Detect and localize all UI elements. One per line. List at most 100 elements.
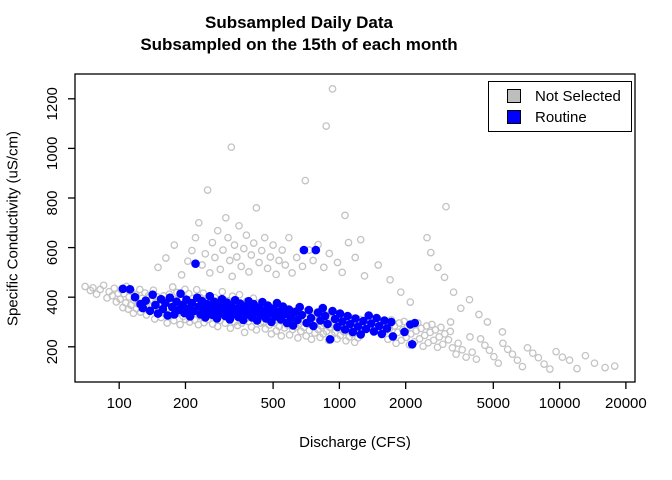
scatter-point [498,328,507,336]
axis-ticks-layer: 100 200 500 1000 2000 5000 10000 20000 200 400 600… [44,87,647,412]
scatter-point [350,338,359,347]
scatter-point [361,324,371,334]
scatter-point [163,319,171,327]
axis-tick-label: 1000 [44,137,61,170]
scatter-point [468,348,477,357]
axis-tick-label: 200 [173,395,198,412]
scatter-point [135,285,144,294]
axis-tick-label: 10000 [539,395,581,412]
scatter-point [338,268,347,277]
scatter-point [367,319,376,328]
series-routine [118,245,420,349]
scatter-point [281,261,290,269]
scatter-point [335,309,345,318]
scatter-point [297,310,307,320]
scatter-point [458,345,467,354]
scatter-point [415,335,424,343]
scatter-point [235,290,244,299]
scatter-point [226,324,235,333]
scatter-point [429,336,438,345]
scatter-point [444,335,453,344]
scatter-point [199,289,208,298]
scatter-point [191,259,200,269]
scatter-point [285,331,294,339]
scatter-point [318,303,328,313]
scatter-point [490,352,498,361]
scatter-point [540,360,548,368]
scatter-point [356,330,366,339]
scatter-point [141,296,150,306]
scatter-point [356,235,365,244]
scatter-point [245,268,253,276]
scatter-point [301,176,310,185]
scatter-point [299,245,309,255]
scatter-point [309,321,318,331]
axis-tick-label: 400 [44,290,61,315]
scatter-point [364,311,374,320]
scatter-point [328,85,337,93]
scatter-point [252,326,261,334]
scatter-point [494,359,503,368]
axis-tick-label: 5000 [477,395,510,412]
scatter-point [242,231,251,240]
scatter-point [213,322,222,331]
scatter-point [422,322,431,330]
scatter-point [257,246,266,255]
scatter-point [345,319,355,329]
scatter-point [240,328,249,337]
scatter-point [176,320,184,329]
scatter-point [216,265,225,274]
scatter-point [218,287,227,296]
scatter-point [442,202,450,211]
scatter-point [183,257,192,266]
scatter-point [485,346,494,355]
scatter-point [360,272,369,280]
plot-border-box [74,73,636,383]
scatter-point [99,281,108,290]
scatter-point [130,292,140,302]
scatter-point [154,263,162,272]
scatter-point [386,275,394,284]
scatter-point [235,221,243,230]
scatter-point [81,282,89,291]
scatter-point [456,304,465,313]
legend-box: Not Selected Routine [488,81,632,132]
scatter-point [232,253,241,261]
axis-tick-label: 100 [107,395,132,412]
scatter-point [452,350,460,359]
scatter-point [228,272,237,281]
scatter-point [387,317,396,327]
scatter-point [309,256,317,265]
scatter-point [528,349,537,358]
scatter-point [465,295,474,304]
scatter-point [344,238,353,247]
scatter-point [437,323,445,332]
scatter-point [165,293,175,303]
scatter-point [476,335,485,343]
scatter-point [351,314,360,323]
scatter-point [205,269,214,277]
scatter-point [499,339,507,348]
scatter-point [428,320,436,329]
scatter-point [125,285,135,294]
scatter-point [513,356,522,365]
scatter-point [552,347,560,356]
scatter-point [219,246,227,254]
scatter-point [338,317,347,326]
legend-item-routine: Routine [507,108,631,126]
scatter-point [306,313,316,323]
scatter-point [330,314,340,324]
scatter-point [410,318,420,328]
scatter-point [187,298,197,308]
scatter-point [194,218,203,227]
scatter-point [426,248,435,257]
scatter-point [162,254,170,262]
axis-tick-label: 500 [261,395,286,412]
scatter-point [110,284,119,293]
scatter-point [227,143,236,152]
scatter-point [151,300,160,310]
scatter-point [163,311,172,320]
scatter-point [221,213,230,222]
